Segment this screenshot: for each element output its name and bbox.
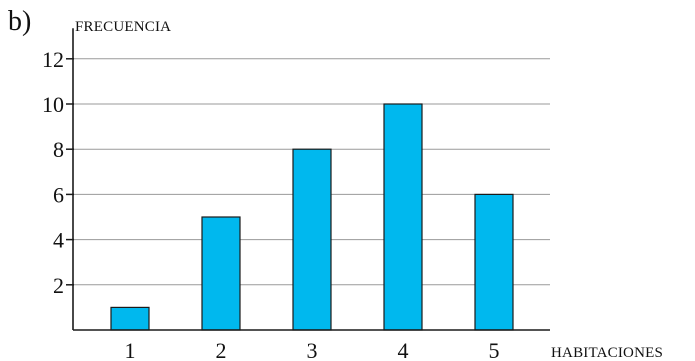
- y-tick-label-10: 10: [42, 92, 64, 117]
- part-label: b): [8, 6, 31, 37]
- bar-1: [110, 306, 150, 331]
- y-tick-label-12: 12: [42, 47, 64, 72]
- y-tick-labels: 2 4 6 8 10 12: [42, 47, 64, 298]
- x-tick-label-5: 5: [489, 338, 500, 361]
- y-tick-label-2: 2: [53, 273, 64, 298]
- bar-2: [201, 216, 241, 331]
- bar-5: [474, 193, 514, 331]
- x-tick-label-3: 3: [307, 338, 318, 361]
- x-tick-label-2: 2: [216, 338, 227, 361]
- x-axis-title: HABITACIONES: [551, 345, 663, 361]
- x-tick-label-4: 4: [398, 338, 409, 361]
- bar-4: [383, 103, 423, 331]
- y-tick-label-8: 8: [53, 137, 64, 162]
- axes: [66, 28, 550, 331]
- y-tick-label-6: 6: [53, 182, 64, 207]
- y-axis-title: FRECUENCIA: [75, 19, 171, 35]
- bar-3: [292, 148, 332, 331]
- x-tick-labels: 1 2 3 4 5: [125, 338, 500, 361]
- x-tick-label-1: 1: [125, 338, 136, 361]
- bars: [110, 103, 514, 331]
- y-tick-label-4: 4: [53, 228, 64, 253]
